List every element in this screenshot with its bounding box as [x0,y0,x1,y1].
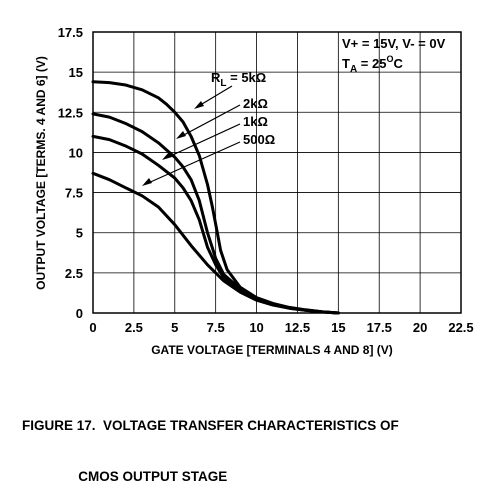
grid [93,32,461,313]
series-lines [91,80,340,315]
pointer-arrowhead-2k [176,131,186,139]
x-tick-label: 15 [331,320,345,335]
caption-line-1: FIGURE 17. VOLTAGE TRANSFER CHARACTERIST… [22,418,399,433]
tick-labels: 0 2.5 5 7.5 10 12.5 15 17.5 20 22.5 0 2.5 5 7.5 10 12.5… [58,25,474,335]
series-label-2k: 2kΩ [243,96,268,111]
y-tick-label: 5 [76,226,83,241]
x-tick-label: 17.5 [367,320,392,335]
series-annotations: RL = 5kΩ 2kΩ 1kΩ 500Ω [142,70,275,186]
series-label-500: 500Ω [243,132,275,147]
y-tick-label: 10 [69,145,83,160]
pointer-arrow-1k [165,123,241,159]
x-tick-label: 20 [413,320,427,335]
conditions-box: V+ = 15V, V- = 0V TA = 25OC [342,36,446,75]
plot-frame [92,31,462,314]
pointer-arrowhead-5k [194,101,204,109]
caption-line-2: CMOS OUTPUT STAGE [22,469,228,484]
y-tick-label: 15 [69,65,83,80]
y-axis-title: OUTPUT VOLTAGE [TERMS. 4 AND 6] (V) [34,56,48,290]
y-tick-label: 0 [76,306,83,321]
pointer-arrow-5k [196,85,233,108]
series-label-1k: 1kΩ [243,114,268,129]
x-tick-label: 12.5 [285,320,310,335]
series-label-5k: RL = 5kΩ [211,70,266,89]
series-line-500 [91,171,340,315]
y-tick-label: 17.5 [58,25,83,40]
pointer-arrowhead-500 [142,178,152,186]
x-tick-label: 2.5 [125,320,143,335]
y-tick-label: 7.5 [65,186,83,201]
x-axis-title: GATE VOLTAGE [TERMINALS 4 AND 8] (V) [151,343,393,357]
y-tick-label: 12.5 [58,105,83,120]
figure-caption: FIGURE 17. VOLTAGE TRANSFER CHARACTERIST… [22,383,492,502]
pointer-arrow-500 [145,141,241,185]
x-tick-label: 7.5 [207,320,225,335]
temperature-condition-label: TA = 25OC [342,54,403,75]
transfer-characteristics-chart: 0 2.5 5 7.5 10 12.5 15 17.5 20 22.5 0 2.5 5 7.5 10 12.5… [34,25,474,357]
x-tick-label: 10 [249,320,263,335]
x-tick-label: 0 [89,320,96,335]
y-tick-label: 2.5 [65,266,83,281]
pointer-arrow-2k [179,104,241,138]
x-tick-label: 22.5 [448,320,473,335]
pointer-arrowhead-1k [162,152,172,160]
x-tick-label: 5 [171,320,178,335]
supply-condition-label: V+ = 15V, V- = 0V [342,36,446,51]
